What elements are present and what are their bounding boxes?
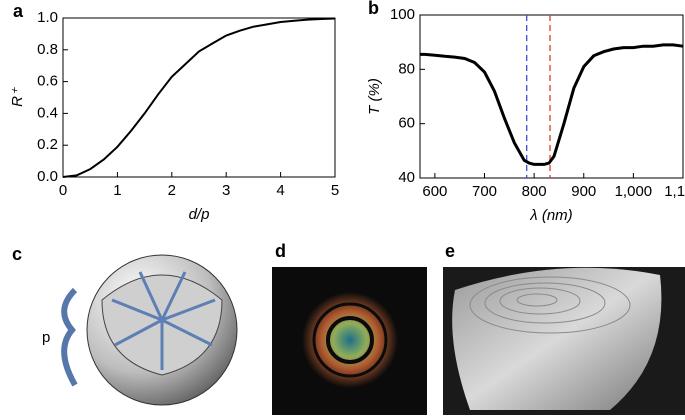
x-tick-label: 1 <box>113 182 121 199</box>
panel-label: b <box>368 0 379 18</box>
plot-frame <box>419 14 684 179</box>
x-tick-label: 1,000 <box>615 183 653 200</box>
x-tick-label: 900 <box>571 183 596 200</box>
y-tick-label: 80 <box>398 60 415 77</box>
y-tick-label: 60 <box>398 115 415 132</box>
data-line <box>62 17 336 178</box>
y-tick-label: 0.6 <box>37 73 58 90</box>
panel-label: a <box>13 1 24 21</box>
pitch-label: p <box>42 329 50 346</box>
optical-ring <box>312 302 388 378</box>
y-tick-label: 40 <box>398 169 415 186</box>
y-tick-label: 0.0 <box>37 168 58 185</box>
y-tick-label: 0.4 <box>37 104 58 121</box>
panel-label: c <box>12 244 22 264</box>
y-tick-label: 1.0 <box>37 9 58 26</box>
y-tick-label: 0.8 <box>37 41 58 58</box>
panel-label: e <box>445 241 455 261</box>
x-tick-label: 0 <box>59 182 67 199</box>
x-tick-label: 3 <box>222 182 230 199</box>
plot-frame <box>62 17 336 178</box>
x-tick-label: 700 <box>472 183 497 200</box>
y-axis-label: T (%) <box>366 78 383 115</box>
x-axis-label: d/p <box>189 206 210 223</box>
y-axis-label: R⁺ <box>9 87 26 107</box>
sem-particle <box>452 267 662 410</box>
panel-label: d <box>275 241 286 261</box>
x-axis-label: λ (nm) <box>529 207 572 224</box>
helix-spokes <box>111 271 216 370</box>
y-tick-label: 100 <box>390 6 415 23</box>
x-tick-label: 600 <box>422 183 447 200</box>
helix-icon <box>61 287 78 387</box>
x-tick-label: 2 <box>168 182 176 199</box>
optical-pattern <box>302 292 398 388</box>
data-line <box>420 43 684 166</box>
x-tick-label: 800 <box>522 183 547 200</box>
x-tick-label: 4 <box>276 182 284 199</box>
sem-rings <box>469 276 631 334</box>
x-tick-label: 5 <box>331 182 339 199</box>
optical-ring <box>326 316 374 364</box>
x-tick-label: 1,100 <box>664 183 685 200</box>
y-tick-label: 0.2 <box>37 136 58 153</box>
